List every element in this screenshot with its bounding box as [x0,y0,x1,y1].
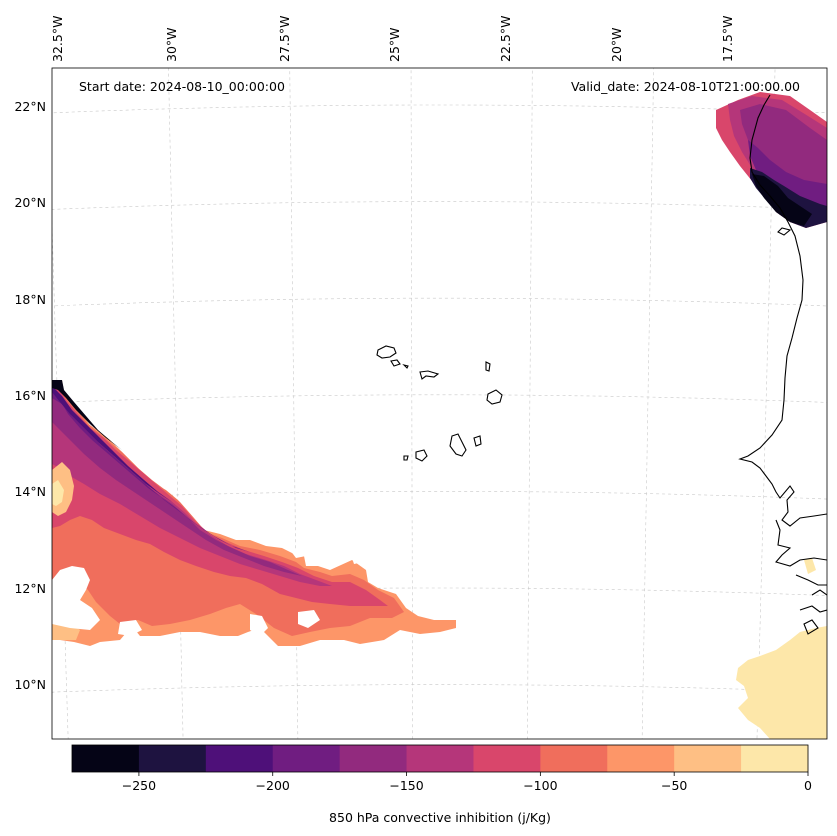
colorbar-segment [607,745,675,772]
no-data-gap [118,620,142,636]
colorbar-segment [406,745,474,772]
latitude-tick-label: 10°N [14,677,46,692]
colorbar-segment [72,745,140,772]
cin-level-minus25-0 [52,480,64,506]
se-cin-level-minus25-0 [736,626,827,739]
latitude-tick-label: 20°N [14,195,46,210]
coastlines [738,94,827,635]
coastline-north-detail [777,227,792,236]
island-fogo [415,449,428,462]
longitude-tick-label: 22.5°W [498,16,513,62]
cin-level-minus100-75 [52,382,404,636]
island-santa-luzia [402,363,409,369]
longitude-tick-label: 30°W [164,27,179,62]
africa-coastline [738,94,827,527]
africa-coastline-south [775,519,827,635]
colorbar-segment [473,745,541,772]
meridian-line [756,68,776,739]
gridlines [52,68,827,739]
colorbar-segment [138,745,207,772]
parallel-line [52,491,827,500]
island-sao-nicolau [419,370,440,380]
cin-level-minus275-250 [52,380,122,450]
latitude-tick-label: 16°N [14,388,46,403]
colorbar-tick-label: 0 [804,778,812,793]
longitude-tick-label: 25°W [387,27,402,62]
meridian-line [641,68,654,739]
colorbar-tick-label: −150 [389,778,423,793]
colorbar-segment [540,745,608,772]
ne-cin-level-minus175-150 [740,104,827,198]
longitude-tick-label: 20°W [609,27,624,62]
colorbar-tick-label: −100 [523,778,557,793]
latitude-tick-label: 12°N [14,581,46,596]
colorbar-label: 850 hPa convective inhibition (j/Kg) [329,810,551,825]
island-sao-vicente [390,359,401,367]
island-sal [485,361,491,372]
longitude-labels: 32.5°W 30°W 27.5°W 25°W 22.5°W 20°W 17.5°W [50,16,735,62]
longitude-tick-label: 32.5°W [50,16,65,62]
island-brava [403,455,409,461]
parallel-line [52,297,827,307]
colorbar-tick-label: −250 [122,778,156,793]
parallel-line [52,684,827,693]
island-maio [473,435,482,447]
colorbar-segment [674,745,742,772]
cin-level-minus150-125 [52,386,332,586]
ne-cin-level-minus275-250 [752,174,812,226]
se-cin-patch [804,558,816,574]
latitude-tick-label: 22°N [14,99,46,114]
cape-verde-islands [376,345,503,462]
no-data-gap [290,548,306,558]
colorbar: −250 −200 −150 −100 −50 0 [71,744,812,793]
meridian-line [410,68,413,739]
latitude-tick-label: 18°N [14,292,46,307]
colorbar-tick-label: −200 [256,778,290,793]
colorbar-frame [71,744,809,773]
island-boa-vista [486,389,503,405]
meridian-line [289,68,299,739]
no-data-gap [352,556,364,564]
meridian-line [168,68,184,739]
valid-date-label: Valid_date: 2024-08-10T21:00:00.00 [571,79,800,94]
no-data-gap [52,566,100,630]
colorbar-tick-label: −50 [661,778,687,793]
colorbar-segment [339,745,408,772]
latitude-tick-label: 14°N [14,484,46,499]
island-santiago [449,433,467,457]
map-area[interactable] [52,68,827,739]
meridian-line [527,68,533,739]
colorbar-segment [205,745,274,772]
colorbar-segment [272,745,341,772]
cin-contours [52,92,827,739]
island-santo-antao [376,345,397,359]
no-data-gap [298,610,320,628]
no-data-gap [250,614,268,636]
map-frame [51,67,828,740]
longitude-tick-label: 27.5°W [277,16,292,62]
ne-cin-level-minus200-175 [748,140,827,214]
parallel-line [52,201,827,210]
start-date-label: Start date: 2024-08-10_00:00:00 [79,79,285,94]
longitude-tick-label: 17.5°W [720,16,735,62]
latitude-labels: 22°N 20°N 18°N 16°N 14°N 12°N 10°N [14,99,46,692]
colorbar-segment [741,745,809,772]
